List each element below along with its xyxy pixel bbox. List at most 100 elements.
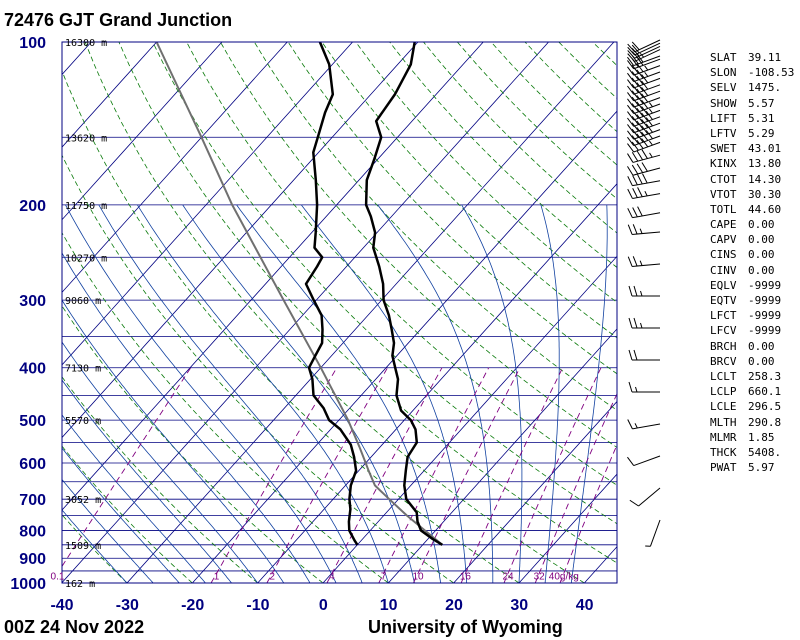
barb-half-flag (648, 102, 653, 108)
isotherm-line (192, 110, 617, 583)
barb-flag (636, 75, 644, 85)
pressure-tick-label: 300 (19, 293, 46, 310)
barb-half-flag (640, 322, 643, 329)
barb-flag (641, 99, 649, 109)
temperature-tick-label: -30 (116, 597, 139, 614)
dry-adiabat (186, 42, 617, 486)
barb-flag (645, 130, 653, 140)
moist-adiabat (62, 379, 232, 583)
barb-flag (631, 96, 639, 106)
barb-flag (636, 88, 644, 98)
index-row: EQTV -9999 (710, 293, 800, 308)
barb-flag (627, 72, 635, 82)
mixing-ratio-line (413, 367, 521, 583)
barb-flag (636, 114, 644, 124)
barb-flag (631, 44, 640, 54)
wind-barb (627, 69, 661, 83)
barb-flag (631, 103, 639, 113)
barb-flag (641, 131, 649, 141)
wind-barb (627, 63, 661, 76)
station-title: 72476 GJT Grand Junction (4, 10, 233, 30)
temperature-tick-label: 40 (576, 597, 594, 614)
index-name: LFTV (710, 126, 737, 140)
mixing-ratio-line (62, 367, 192, 568)
index-row: CTOT 14.30 (710, 172, 800, 187)
index-name: LCLE (710, 400, 737, 414)
barb-flag (628, 349, 633, 361)
moist-adiabat (62, 509, 128, 583)
barb-flag (641, 125, 649, 135)
index-row: THCK 5408. (710, 445, 800, 460)
index-row: SELV 1475. (710, 80, 800, 95)
barb-flag (636, 139, 644, 149)
barb-flag (627, 136, 635, 146)
height-label: 16300 m (65, 38, 107, 49)
mixing-ratio-line (534, 392, 617, 583)
index-row: BRCH 0.00 (710, 339, 800, 354)
barb-flag (627, 419, 633, 430)
index-row: TOTL 44.60 (710, 202, 800, 217)
grid-layer (62, 42, 617, 583)
barb-flag (627, 79, 635, 89)
barb-flag (636, 150, 644, 161)
wind-barb (628, 381, 660, 393)
barb-half-flag (635, 386, 638, 393)
pressure-tick-label: 800 (19, 524, 46, 541)
moist-adiabat (570, 204, 608, 583)
wind-barb (627, 39, 661, 53)
barb-flag (642, 173, 648, 184)
wind-barb (627, 117, 661, 134)
temperature-tick-label: 10 (380, 597, 398, 614)
barb-flag (632, 175, 638, 186)
index-name: THCK (710, 445, 737, 459)
barb-flag (633, 285, 638, 297)
index-value: -108.53 (748, 66, 795, 80)
wind-barbs (627, 39, 661, 547)
isotherm-line (62, 42, 549, 583)
barb-flag (627, 456, 635, 466)
barb-flag (627, 46, 635, 56)
plot-frame (61, 41, 618, 584)
barb-flag (627, 124, 635, 134)
index-row: EQLV -9999 (710, 278, 800, 293)
index-value: 290.8 (748, 415, 782, 429)
index-name: SLON (710, 66, 737, 80)
barb-flag (632, 224, 638, 235)
barb-flag (633, 349, 638, 361)
dry-adiabat (220, 42, 617, 448)
temperature-tick-label: 30 (510, 597, 528, 614)
barb-flag (627, 98, 635, 108)
moist-adiabat (236, 204, 441, 583)
barb-flag (631, 90, 639, 100)
dry-adiabat (389, 42, 617, 268)
temperature-tick-label: -40 (50, 597, 73, 614)
moist-adiabat (62, 252, 311, 583)
barb-flag (627, 50, 635, 59)
isotherm-line (257, 183, 617, 583)
temperature-tick-label: 0 (319, 597, 328, 614)
index-value: 0.00 (748, 263, 775, 277)
barb-flag (637, 206, 643, 217)
index-row: LCLE 296.5 (710, 399, 800, 414)
index-value: 5.57 (748, 96, 775, 110)
mixing-ratio-line (503, 367, 602, 583)
barb-flag (641, 80, 649, 90)
moist-adiabat (461, 204, 523, 583)
barb-flag (641, 112, 649, 122)
barb-flag (641, 106, 649, 116)
dry-adiabat (62, 154, 454, 583)
barb-flag (628, 381, 633, 393)
index-value: 0.00 (748, 218, 775, 232)
isotherm-line (62, 42, 157, 148)
wind-barb (627, 99, 661, 115)
isotherm-line (62, 42, 223, 221)
pressure-tick-label: 700 (19, 492, 46, 509)
barb-flag (641, 74, 649, 84)
barb-flag (645, 117, 653, 127)
pressure-tick-label: 100 (19, 35, 46, 52)
barb-flag (636, 95, 644, 105)
mixing-ratio-label: 0.1 (51, 571, 65, 582)
isotherm-line (518, 473, 617, 583)
index-value: 13.80 (748, 157, 782, 171)
